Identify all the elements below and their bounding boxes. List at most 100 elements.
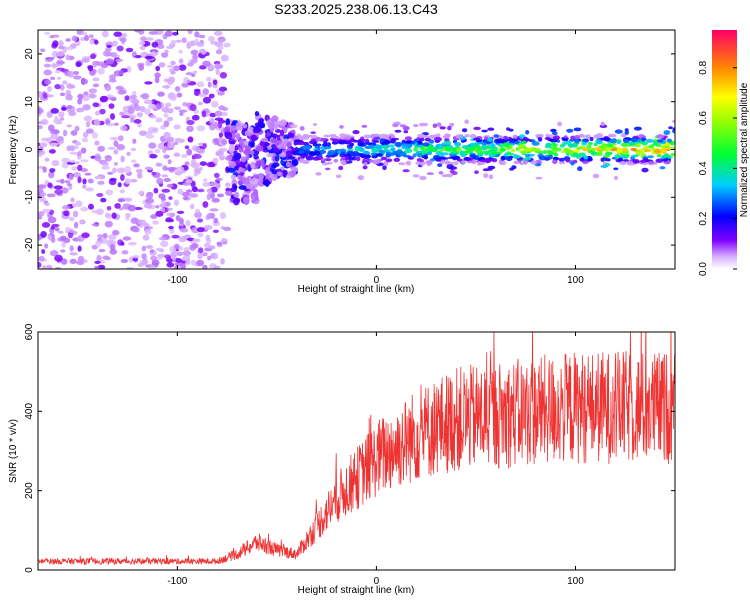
spectrogram-cell: [608, 133, 613, 138]
spectrogram-cell: [600, 164, 608, 168]
spectrogram-cell: [455, 134, 464, 139]
spectrogram-cell: [104, 118, 111, 124]
spectrogram-cell: [659, 166, 666, 170]
spectrogram-cell: [270, 138, 278, 144]
spectrogram-cell: [39, 192, 47, 197]
spectrogram-cell: [503, 135, 509, 140]
spectrogram-cell: [185, 220, 191, 227]
spectrogram-cell: [382, 165, 387, 171]
spectrogram-cell: [473, 155, 479, 161]
spectrogram-cell: [450, 161, 455, 165]
spectrogram-cell: [186, 125, 194, 132]
spectrogram-cell: [434, 140, 440, 143]
spectrogram-cell: [168, 225, 174, 230]
spectrogram-cell: [363, 162, 368, 166]
spectrogram-cell: [211, 100, 219, 108]
spectrogram-cell: [47, 182, 53, 188]
spectrogram-cell: [228, 167, 236, 173]
spectrogram-cell: [186, 41, 193, 48]
spectrogram-cell: [51, 160, 60, 167]
spectrogram-cell: [170, 251, 179, 257]
spectrogram-cell: [72, 202, 78, 208]
spectrogram-cell: [91, 223, 99, 227]
spectrogram-cell: [44, 157, 50, 162]
colorbar-tick-label: 0.4: [698, 161, 709, 175]
spectrogram-cell: [653, 141, 658, 145]
spectrogram-cell: [189, 104, 197, 112]
spectrogram-cell: [242, 196, 250, 205]
spectrogram-cell: [94, 110, 101, 116]
spectrogram-cell: [206, 188, 213, 194]
spectrogram-cell: [206, 193, 211, 201]
spectrogram-cell: [156, 163, 163, 167]
spectrogram-cell: [331, 141, 339, 145]
spectrogram-cell: [38, 211, 45, 217]
spectrogram-cell: [60, 235, 67, 241]
spectrogram-cell: [477, 152, 483, 157]
spectrogram-cell: [70, 130, 78, 136]
spectrogram-cell: [174, 86, 181, 92]
spectrogram-cell: [310, 138, 317, 142]
spectrogram-cell: [191, 73, 196, 77]
x-tick-label: -100: [167, 275, 187, 286]
spectrogram-cell: [44, 31, 51, 35]
spectrogram-cell: [121, 115, 130, 119]
spectrogram-cell: [365, 142, 373, 146]
snr-panel: -100 0 100 0 200 400 600 Height of straight l…: [8, 323, 676, 596]
spectrogram-cell: [285, 150, 293, 157]
spectrogram-cell: [430, 147, 435, 152]
spectrogram-cell: [167, 207, 173, 211]
spectrogram-cell: [519, 150, 528, 154]
spectrogram-cell: [189, 193, 199, 198]
spectrogram-cell: [131, 98, 140, 105]
spectrogram-cell: [196, 81, 205, 88]
colorbar-label: Normalized spectral amplitude: [739, 82, 750, 217]
spectrogram-cell: [512, 134, 518, 140]
spectrogram-cell: [233, 185, 238, 190]
spectrogram-cell: [81, 232, 90, 238]
spectrogram-cell: [290, 124, 298, 129]
spectrogram-cell: [80, 37, 85, 41]
spectrogram-cell: [346, 150, 355, 154]
spectrogram-cell: [587, 141, 593, 146]
spectrogram-cell: [432, 123, 438, 129]
spectrogram-cell: [186, 148, 193, 156]
spectrogram-cell: [326, 142, 331, 147]
spectrogram-cell: [590, 151, 597, 156]
spectrogram-cell: [321, 162, 330, 166]
spectrogram-cell: [600, 148, 606, 152]
spectrogram-cell: [219, 212, 227, 219]
spectrogram-cell: [404, 140, 412, 144]
spectrogram-cell: [523, 136, 528, 141]
spectrogram-cell: [117, 182, 122, 188]
spectrogram-cell: [285, 161, 291, 168]
spectrogram-cell: [656, 154, 662, 158]
spectrogram-cell: [645, 148, 652, 153]
spectrogram-cell: [417, 133, 426, 138]
spectrogram-cell: [444, 160, 450, 165]
spectrogram-cell: [267, 121, 275, 130]
spectrogram-cell: [361, 124, 368, 128]
spectrogram-cell: [663, 130, 671, 135]
spectrogram-cell: [54, 189, 63, 195]
spectrogram-cell: [460, 160, 466, 165]
spectrogram-cell: [442, 135, 447, 139]
spectrogram-cell: [635, 143, 641, 148]
spectrogram-cell: [219, 72, 228, 79]
spectrogram-cell: [499, 147, 506, 153]
spectrogram-cell: [166, 167, 175, 171]
spectrogram-cell: [112, 167, 117, 174]
spectrogram-cell: [109, 244, 116, 251]
spectrogram-cell: [165, 212, 171, 216]
spectrogram-cell: [436, 143, 444, 147]
snr-y-ticks: 0 200 400 600: [24, 323, 675, 573]
spectrogram-cell: [52, 129, 60, 135]
spectrogram-cell: [178, 58, 184, 64]
spectrogram-cell: [177, 188, 184, 195]
spectrogram-cell: [383, 161, 389, 167]
spectrogram-cell: [148, 142, 157, 149]
spectrogram-cell: [504, 156, 510, 160]
colorbar-gradient: [712, 30, 737, 269]
spectrogram-cell: [140, 36, 147, 42]
spectrogram-cell: [124, 166, 131, 173]
